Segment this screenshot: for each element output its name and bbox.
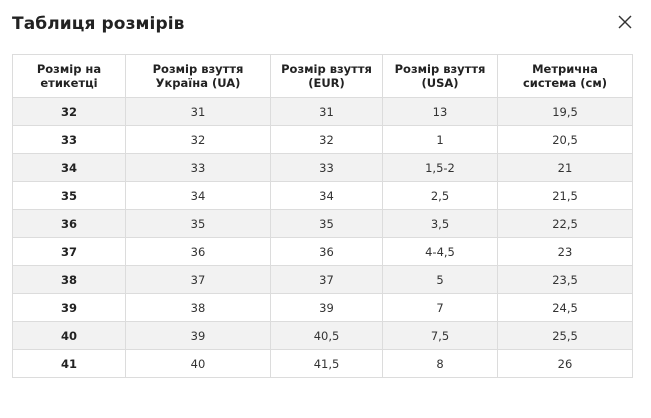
cell-eur-size: 35 bbox=[270, 209, 383, 238]
cell-ua-size: 35 bbox=[125, 209, 271, 238]
cell-label-size: 39 bbox=[12, 293, 126, 322]
cell-eur-size: 39 bbox=[270, 293, 383, 322]
cell-metric-size: 24,5 bbox=[497, 293, 633, 322]
table-row: 33 32 32 1 20,5 bbox=[12, 125, 633, 154]
cell-metric-size: 22,5 bbox=[497, 209, 633, 238]
table-header-row: Розмір на етикетці Розмір взуття Україна… bbox=[12, 54, 633, 98]
cell-label-size: 36 bbox=[12, 209, 126, 238]
cell-ua-size: 37 bbox=[125, 265, 271, 294]
cell-usa-size: 3,5 bbox=[382, 209, 498, 238]
close-button[interactable] bbox=[616, 13, 634, 31]
cell-label-size: 38 bbox=[12, 265, 126, 294]
cell-label-size: 35 bbox=[12, 181, 126, 210]
cell-ua-size: 36 bbox=[125, 237, 271, 266]
table-row: 35 34 34 2,5 21,5 bbox=[12, 181, 633, 210]
cell-eur-size: 33 bbox=[270, 153, 383, 182]
cell-label-size: 40 bbox=[12, 321, 126, 350]
cell-ua-size: 33 bbox=[125, 153, 271, 182]
cell-label-size: 34 bbox=[12, 153, 126, 182]
cell-usa-size: 8 bbox=[382, 349, 498, 378]
cell-eur-size: 37 bbox=[270, 265, 383, 294]
header-label-size: Розмір на етикетці bbox=[12, 54, 126, 98]
cell-label-size: 32 bbox=[12, 97, 126, 126]
table-row: 39 38 39 7 24,5 bbox=[12, 293, 633, 322]
cell-ua-size: 31 bbox=[125, 97, 271, 126]
table-row: 34 33 33 1,5-2 21 bbox=[12, 153, 633, 182]
cell-label-size: 33 bbox=[12, 125, 126, 154]
cell-ua-size: 39 bbox=[125, 321, 271, 350]
cell-usa-size: 13 bbox=[382, 97, 498, 126]
table-row: 32 31 31 13 19,5 bbox=[12, 97, 633, 126]
cell-ua-size: 38 bbox=[125, 293, 271, 322]
header-eur-size: Розмір взуття (EUR) bbox=[270, 54, 383, 98]
modal-title: Таблиця розмірів bbox=[12, 14, 185, 34]
cell-metric-size: 25,5 bbox=[497, 321, 633, 350]
cell-label-size: 41 bbox=[12, 349, 126, 378]
size-table: Розмір на етикетці Розмір взуття Україна… bbox=[12, 54, 633, 378]
cell-metric-size: 21 bbox=[497, 153, 633, 182]
cell-usa-size: 5 bbox=[382, 265, 498, 294]
cell-eur-size: 32 bbox=[270, 125, 383, 154]
cell-label-size: 37 bbox=[12, 237, 126, 266]
cell-ua-size: 32 bbox=[125, 125, 271, 154]
table-row: 37 36 36 4-4,5 23 bbox=[12, 237, 633, 266]
cell-ua-size: 40 bbox=[125, 349, 271, 378]
cell-usa-size: 7,5 bbox=[382, 321, 498, 350]
header-metric-size: Метрична система (см) bbox=[497, 54, 633, 98]
table-row: 40 39 40,5 7,5 25,5 bbox=[12, 321, 633, 350]
cell-eur-size: 31 bbox=[270, 97, 383, 126]
cell-eur-size: 40,5 bbox=[270, 321, 383, 350]
cell-usa-size: 2,5 bbox=[382, 181, 498, 210]
header-usa-size: Розмір взуття (USA) bbox=[382, 54, 498, 98]
cell-usa-size: 4-4,5 bbox=[382, 237, 498, 266]
cell-metric-size: 19,5 bbox=[497, 97, 633, 126]
cell-metric-size: 20,5 bbox=[497, 125, 633, 154]
cell-metric-size: 23 bbox=[497, 237, 633, 266]
cell-usa-size: 1,5-2 bbox=[382, 153, 498, 182]
cell-usa-size: 1 bbox=[382, 125, 498, 154]
table-row: 36 35 35 3,5 22,5 bbox=[12, 209, 633, 238]
cell-metric-size: 21,5 bbox=[497, 181, 633, 210]
table-row: 38 37 37 5 23,5 bbox=[12, 265, 633, 294]
table-row: 41 40 41,5 8 26 bbox=[12, 349, 633, 378]
close-icon bbox=[618, 15, 632, 29]
cell-metric-size: 23,5 bbox=[497, 265, 633, 294]
cell-eur-size: 34 bbox=[270, 181, 383, 210]
cell-usa-size: 7 bbox=[382, 293, 498, 322]
cell-metric-size: 26 bbox=[497, 349, 633, 378]
cell-ua-size: 34 bbox=[125, 181, 271, 210]
header-ua-size: Розмір взуття Україна (UA) bbox=[125, 54, 271, 98]
cell-eur-size: 41,5 bbox=[270, 349, 383, 378]
cell-eur-size: 36 bbox=[270, 237, 383, 266]
